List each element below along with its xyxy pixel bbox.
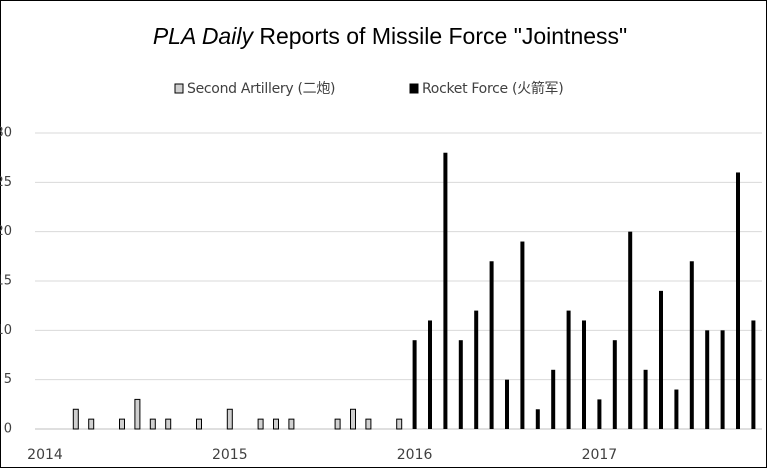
title-italic: PLA Daily xyxy=(153,23,255,49)
bar xyxy=(505,379,509,429)
x-tick-label: 2017 xyxy=(582,447,618,463)
bar xyxy=(428,320,432,429)
x-tick-label: 2014 xyxy=(27,447,63,463)
chart-title: PLA Daily Reports of Missile Force "Join… xyxy=(153,23,627,49)
bar xyxy=(689,261,694,429)
bar xyxy=(196,418,202,430)
y-tick-label: 30 xyxy=(0,126,12,141)
bar xyxy=(396,418,403,430)
bar xyxy=(443,152,448,429)
bar xyxy=(659,290,663,429)
bar xyxy=(365,418,372,430)
bar xyxy=(149,418,156,430)
legend-swatch xyxy=(174,83,184,94)
bar xyxy=(751,320,756,429)
bar xyxy=(489,261,494,429)
bar xyxy=(520,241,525,429)
y-tick-label: 15 xyxy=(0,274,12,289)
y-tick-label: 25 xyxy=(0,175,12,190)
bar xyxy=(474,310,479,429)
bar xyxy=(705,330,710,429)
bar xyxy=(288,418,295,430)
bar xyxy=(134,398,141,430)
legend-swatch xyxy=(409,83,419,94)
bar xyxy=(612,340,617,429)
bar xyxy=(273,418,279,430)
y-tick-label: 10 xyxy=(0,323,12,338)
x-tick-label: 2016 xyxy=(397,447,433,463)
bar xyxy=(119,418,125,430)
bar xyxy=(412,340,417,429)
bar xyxy=(628,231,633,429)
bar xyxy=(582,320,586,429)
bar xyxy=(88,418,95,430)
legend-label: Rocket Force (火箭军) xyxy=(422,80,563,97)
title-rest: Reports of Missile Force "Jointness" xyxy=(253,23,627,49)
bar xyxy=(257,418,264,430)
bar xyxy=(165,418,172,430)
y-tick-label: 20 xyxy=(0,224,12,239)
bar xyxy=(72,408,79,430)
bar xyxy=(597,399,602,429)
bar xyxy=(334,418,341,430)
bar xyxy=(458,340,463,429)
y-tick-label: 0 xyxy=(4,422,12,437)
bar xyxy=(226,408,233,430)
x-tick-label: 2015 xyxy=(212,447,248,463)
bar xyxy=(350,408,356,430)
y-tick-label: 5 xyxy=(4,372,12,387)
bar xyxy=(720,330,725,429)
bar xyxy=(643,369,648,429)
legend-label: Second Artillery (二炮) xyxy=(187,81,335,97)
bar xyxy=(674,389,679,429)
bar xyxy=(736,172,740,429)
bar xyxy=(551,369,556,429)
bar xyxy=(535,409,540,429)
bar xyxy=(566,310,571,429)
